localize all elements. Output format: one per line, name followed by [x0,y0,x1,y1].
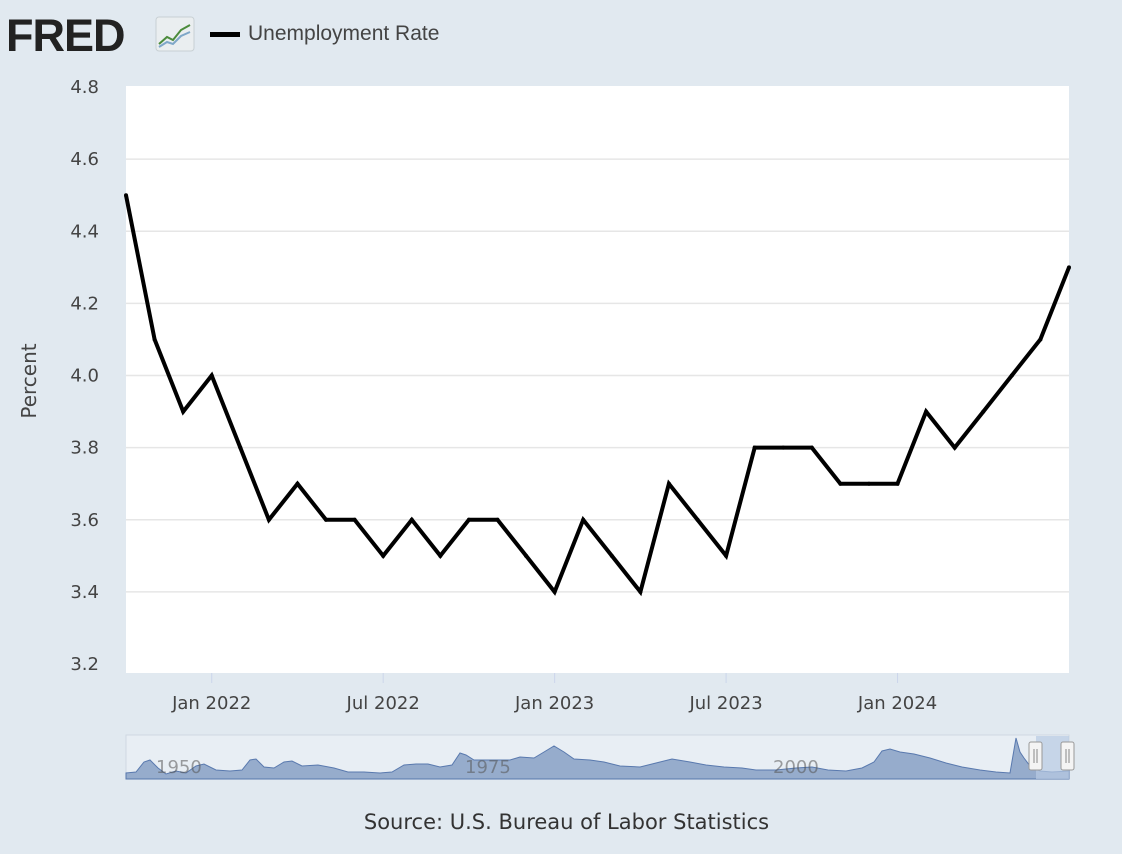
series-point[interactable] [152,337,157,342]
series-point[interactable] [952,445,957,450]
plot-background [126,86,1069,673]
navigator-label-1975: 1975 [465,757,511,778]
y-tick-label: 4.8 [70,77,99,98]
series-point[interactable] [438,553,443,558]
series-point[interactable] [924,409,929,414]
x-tick-label: Jul 2022 [346,693,420,714]
y-tick-label: 3.6 [70,510,99,531]
legend-line-swatch [210,31,240,37]
series-point[interactable] [895,481,900,486]
y-tick-label: 4.6 [70,149,99,170]
series-point[interactable] [352,517,357,522]
series-point[interactable] [724,553,729,558]
x-tick-label: Jul 2023 [688,693,762,714]
chart-legend[interactable]: Unemployment Rate [210,20,439,48]
navigator-area [125,737,1070,780]
y-tick-label: 4.0 [70,366,99,387]
series-point[interactable] [581,517,586,522]
y-tick-label: 3.4 [70,582,99,603]
series-point[interactable] [409,517,414,522]
series-point[interactable] [666,481,671,486]
series-point[interactable] [466,517,471,522]
chart-header: FRED Unemployment Rate [6,12,706,56]
chart-area: 3.2 3.4 3.6 3.8 4.0 4.2 4.4 4.6 4.8 Jan 2022 Jul … [17,77,1075,780]
series-point[interactable] [638,589,643,594]
series-point[interactable] [1009,373,1014,378]
series-point[interactable] [495,517,500,522]
x-tick-label: Jan 2024 [857,693,937,714]
y-tick-label: 4.2 [70,293,99,314]
series-point[interactable] [524,553,529,558]
series-point[interactable] [295,481,300,486]
series-point[interactable] [209,373,214,378]
series-point[interactable] [552,589,557,594]
series-point[interactable] [809,445,814,450]
navigator-label-1950: 1950 [156,757,202,778]
x-axis-ticks: Jan 2022 Jul 2022 Jan 2023 Jul 2023 Jan 2024 [171,673,937,714]
series-points [124,193,1071,594]
series-point[interactable] [1067,265,1071,270]
y-tick-label: 3.2 [70,654,99,675]
series-point[interactable] [1038,337,1043,342]
source-note: Source: U.S. Bureau of Labor Statistics [363,810,770,834]
fred-logo[interactable]: FRED [6,12,196,56]
navigator-left-handle[interactable] [1028,741,1043,771]
y-axis-ticks: 3.2 3.4 3.6 3.8 4.0 4.2 4.4 4.6 4.8 [70,77,99,675]
fred-logo-text: FRED [6,12,125,56]
series-point[interactable] [981,409,986,414]
fred-logo-graph-icon [155,16,195,52]
series-point[interactable] [609,553,614,558]
x-tick-label: Jan 2022 [171,693,251,714]
x-tick-label: Jan 2023 [514,693,594,714]
series-point[interactable] [324,517,329,522]
y-tick-label: 4.4 [70,221,99,242]
series-point[interactable] [238,445,243,450]
series-point[interactable] [752,445,757,450]
series-point[interactable] [838,481,843,486]
legend-label: Unemployment Rate [248,22,440,45]
series-point[interactable] [381,553,386,558]
y-axis-title: Percent [17,343,41,418]
navigator-right-handle[interactable] [1060,741,1075,771]
series-point[interactable] [781,445,786,450]
y-tick-label: 3.8 [70,438,99,459]
navigator-label-2000: 2000 [773,757,819,778]
navigator[interactable]: 1950 1975 2000 [125,734,1075,780]
series-point[interactable] [866,481,871,486]
series-point[interactable] [695,517,700,522]
series-point[interactable] [124,193,128,198]
series-point[interactable] [266,517,271,522]
series-point[interactable] [181,409,186,414]
series-line-unemployment-rate[interactable] [124,194,1071,597]
